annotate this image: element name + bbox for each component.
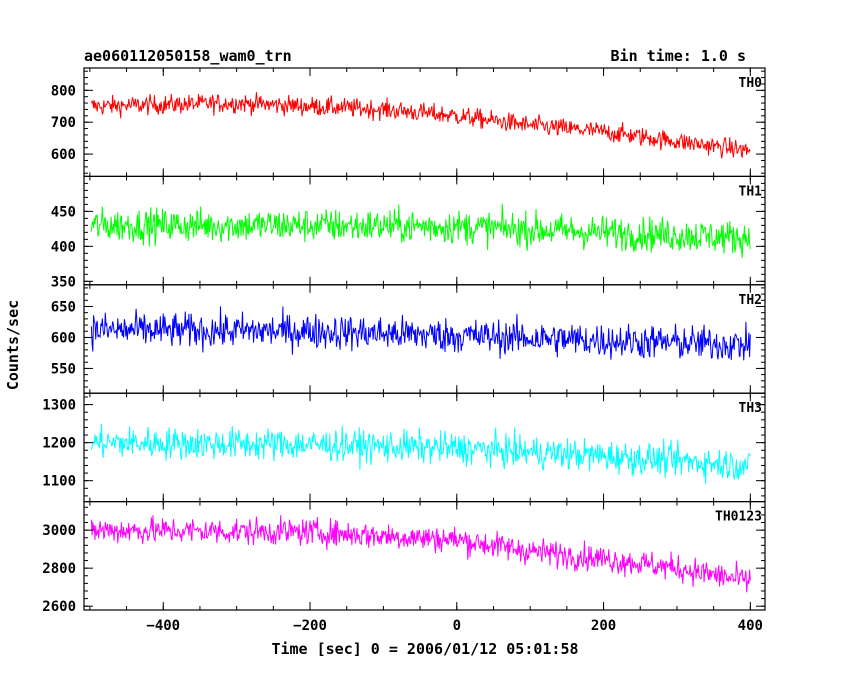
series-th0	[90, 92, 751, 159]
y-tick-label: 1300	[42, 398, 76, 414]
panel-frame	[83, 67, 766, 178]
panel-th0: 600 700 800 TH0	[51, 67, 766, 178]
bin-time-label: Bin time: 1.0 s	[611, 47, 746, 65]
y-tick-label: 2600	[42, 599, 76, 615]
panel-label-th1: TH1	[739, 184, 763, 199]
y-axis-label: Counts/sec	[4, 300, 22, 390]
panel-label-th2: TH2	[739, 293, 762, 308]
y-tick-label: 400	[51, 239, 76, 255]
x-tick-label: −400	[146, 618, 180, 634]
x-axis-label: Time [sec] 0 = 2006/01/12 05:01:58	[271, 640, 578, 658]
y-tick-label: 550	[51, 361, 76, 377]
y-tick-label: 450	[51, 204, 76, 220]
y-tick-label: 1200	[42, 436, 76, 452]
y-tick-label: 1100	[42, 474, 76, 490]
y-tick-label: 600	[51, 147, 76, 163]
chart-title: ae060112050158_wam0_trn	[84, 47, 292, 65]
y-tick-label: 2800	[42, 561, 76, 577]
y-tick-label: 650	[51, 299, 76, 315]
panels-group: 600 700 800 TH0 350 400 450 TH1 550 600 650 TH2 1100…	[42, 67, 766, 615]
x-axis: −400 −200 0 200 400	[146, 618, 763, 634]
series-th1	[90, 203, 751, 258]
panel-frame	[83, 501, 766, 611]
series-th3	[90, 423, 751, 484]
y-tick-label: 3000	[42, 523, 76, 539]
panel-th1: 350 400 450 TH1	[51, 175, 766, 290]
panel-label-th0: TH0	[739, 76, 763, 91]
x-tick-label: −200	[293, 618, 327, 634]
y-tick-label: 700	[51, 115, 76, 131]
panel-th2: 550 600 650 TH2	[51, 284, 766, 394]
series-th2	[90, 306, 751, 361]
y-tick-label: 600	[51, 330, 76, 346]
x-tick-label: 200	[591, 618, 616, 634]
panel-label-th0123: TH0123	[715, 510, 762, 525]
y-tick-label: 350	[51, 274, 76, 290]
panel-label-th3: TH3	[739, 401, 762, 416]
x-tick-label: 0	[453, 618, 461, 634]
y-tick-label: 800	[51, 83, 76, 99]
x-tick-label: 400	[738, 618, 763, 634]
series-th0123	[90, 515, 751, 593]
panel-th0123: 2600 2800 3000 TH0123	[42, 501, 766, 615]
panel-th3: 1100 1200 1300 TH3	[42, 392, 766, 503]
